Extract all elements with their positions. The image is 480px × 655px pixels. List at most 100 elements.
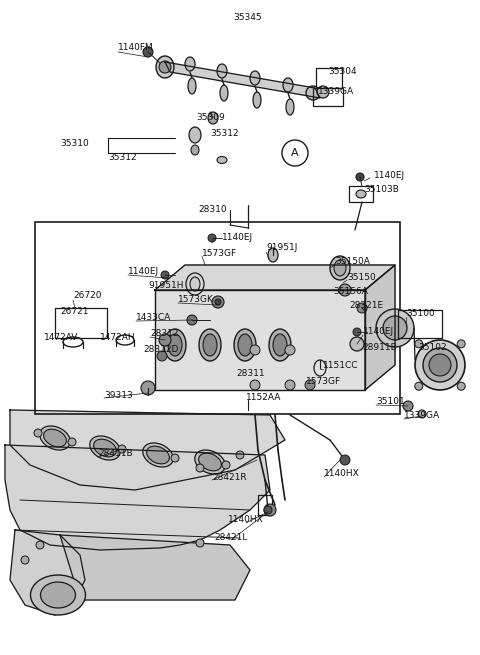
Text: 1140EJ: 1140EJ xyxy=(128,267,159,276)
Circle shape xyxy=(143,47,153,57)
Text: 35345: 35345 xyxy=(234,14,262,22)
Circle shape xyxy=(353,328,361,336)
Circle shape xyxy=(285,345,295,355)
Text: 1472AH: 1472AH xyxy=(100,333,136,343)
Text: 35156A: 35156A xyxy=(333,288,368,297)
Ellipse shape xyxy=(283,78,293,92)
Circle shape xyxy=(357,303,367,313)
Bar xyxy=(349,186,373,202)
Circle shape xyxy=(403,401,413,411)
Ellipse shape xyxy=(195,450,225,474)
Bar xyxy=(258,495,272,515)
Text: 1433CA: 1433CA xyxy=(136,314,171,322)
Circle shape xyxy=(187,315,197,325)
Circle shape xyxy=(305,380,315,390)
Text: 1140HX: 1140HX xyxy=(228,515,264,525)
Text: 35309: 35309 xyxy=(196,113,225,122)
Text: 35103B: 35103B xyxy=(364,185,399,195)
Circle shape xyxy=(264,506,272,514)
Bar xyxy=(55,308,107,338)
Polygon shape xyxy=(10,410,285,490)
Circle shape xyxy=(118,445,126,453)
Ellipse shape xyxy=(273,334,287,356)
Circle shape xyxy=(215,299,221,305)
Text: 28421R: 28421R xyxy=(212,474,247,483)
Text: 28312: 28312 xyxy=(150,329,179,339)
Circle shape xyxy=(285,380,295,390)
Text: 1573GF: 1573GF xyxy=(306,377,341,386)
Ellipse shape xyxy=(217,64,227,78)
Text: 1472AV: 1472AV xyxy=(44,333,78,343)
Ellipse shape xyxy=(189,127,201,143)
Circle shape xyxy=(339,284,351,296)
Text: 28311: 28311 xyxy=(236,369,264,379)
Text: A: A xyxy=(291,148,299,158)
Ellipse shape xyxy=(40,582,75,608)
Ellipse shape xyxy=(220,85,228,101)
Text: 91951J: 91951J xyxy=(266,244,298,252)
Circle shape xyxy=(250,380,260,390)
Circle shape xyxy=(418,410,426,418)
Text: 1339GA: 1339GA xyxy=(404,411,440,421)
Ellipse shape xyxy=(356,190,366,198)
Circle shape xyxy=(141,381,155,395)
Ellipse shape xyxy=(268,248,278,262)
Circle shape xyxy=(171,454,179,462)
Text: 1140EJ: 1140EJ xyxy=(222,233,253,242)
Ellipse shape xyxy=(286,99,294,115)
Text: 1140EJ: 1140EJ xyxy=(374,170,405,179)
Text: 28310: 28310 xyxy=(199,206,228,214)
Ellipse shape xyxy=(90,436,120,460)
Text: 35312: 35312 xyxy=(108,153,137,162)
Circle shape xyxy=(68,438,76,446)
Ellipse shape xyxy=(143,443,173,467)
Text: 26720: 26720 xyxy=(73,291,101,301)
Circle shape xyxy=(212,296,224,308)
Ellipse shape xyxy=(234,329,256,361)
Text: 1140EJ: 1140EJ xyxy=(363,328,394,337)
Ellipse shape xyxy=(94,439,116,457)
Ellipse shape xyxy=(429,354,451,376)
Ellipse shape xyxy=(415,340,465,390)
Ellipse shape xyxy=(168,334,182,356)
Circle shape xyxy=(415,383,423,390)
Circle shape xyxy=(159,334,171,346)
Ellipse shape xyxy=(40,426,70,450)
Text: 35100: 35100 xyxy=(406,310,435,318)
Circle shape xyxy=(250,345,260,355)
Ellipse shape xyxy=(188,78,196,94)
Ellipse shape xyxy=(199,453,221,471)
Bar xyxy=(316,68,342,88)
Text: 35310: 35310 xyxy=(60,138,89,147)
Text: 28411B: 28411B xyxy=(98,449,132,458)
Text: 35312: 35312 xyxy=(210,128,239,138)
Circle shape xyxy=(159,61,171,73)
Polygon shape xyxy=(5,445,270,550)
Bar xyxy=(313,88,343,106)
Circle shape xyxy=(34,429,42,437)
Ellipse shape xyxy=(250,71,260,85)
Polygon shape xyxy=(10,530,85,615)
Circle shape xyxy=(36,541,44,549)
Text: 91951H: 91951H xyxy=(148,282,183,291)
Text: 35101: 35101 xyxy=(376,398,405,407)
Circle shape xyxy=(196,464,204,472)
Ellipse shape xyxy=(146,446,169,464)
Circle shape xyxy=(356,173,364,181)
Ellipse shape xyxy=(317,86,329,98)
Text: 35150: 35150 xyxy=(347,272,376,282)
Text: 28312D: 28312D xyxy=(143,345,179,354)
Text: 1339GA: 1339GA xyxy=(318,86,354,96)
Text: 28421L: 28421L xyxy=(214,534,248,542)
Text: 35102: 35102 xyxy=(418,343,446,352)
Ellipse shape xyxy=(44,429,66,447)
Ellipse shape xyxy=(383,316,407,340)
Bar xyxy=(398,310,442,338)
Circle shape xyxy=(457,383,465,390)
Ellipse shape xyxy=(190,277,200,291)
Ellipse shape xyxy=(376,309,414,347)
Circle shape xyxy=(340,455,350,465)
Ellipse shape xyxy=(185,57,195,71)
Ellipse shape xyxy=(238,334,252,356)
Circle shape xyxy=(457,340,465,348)
